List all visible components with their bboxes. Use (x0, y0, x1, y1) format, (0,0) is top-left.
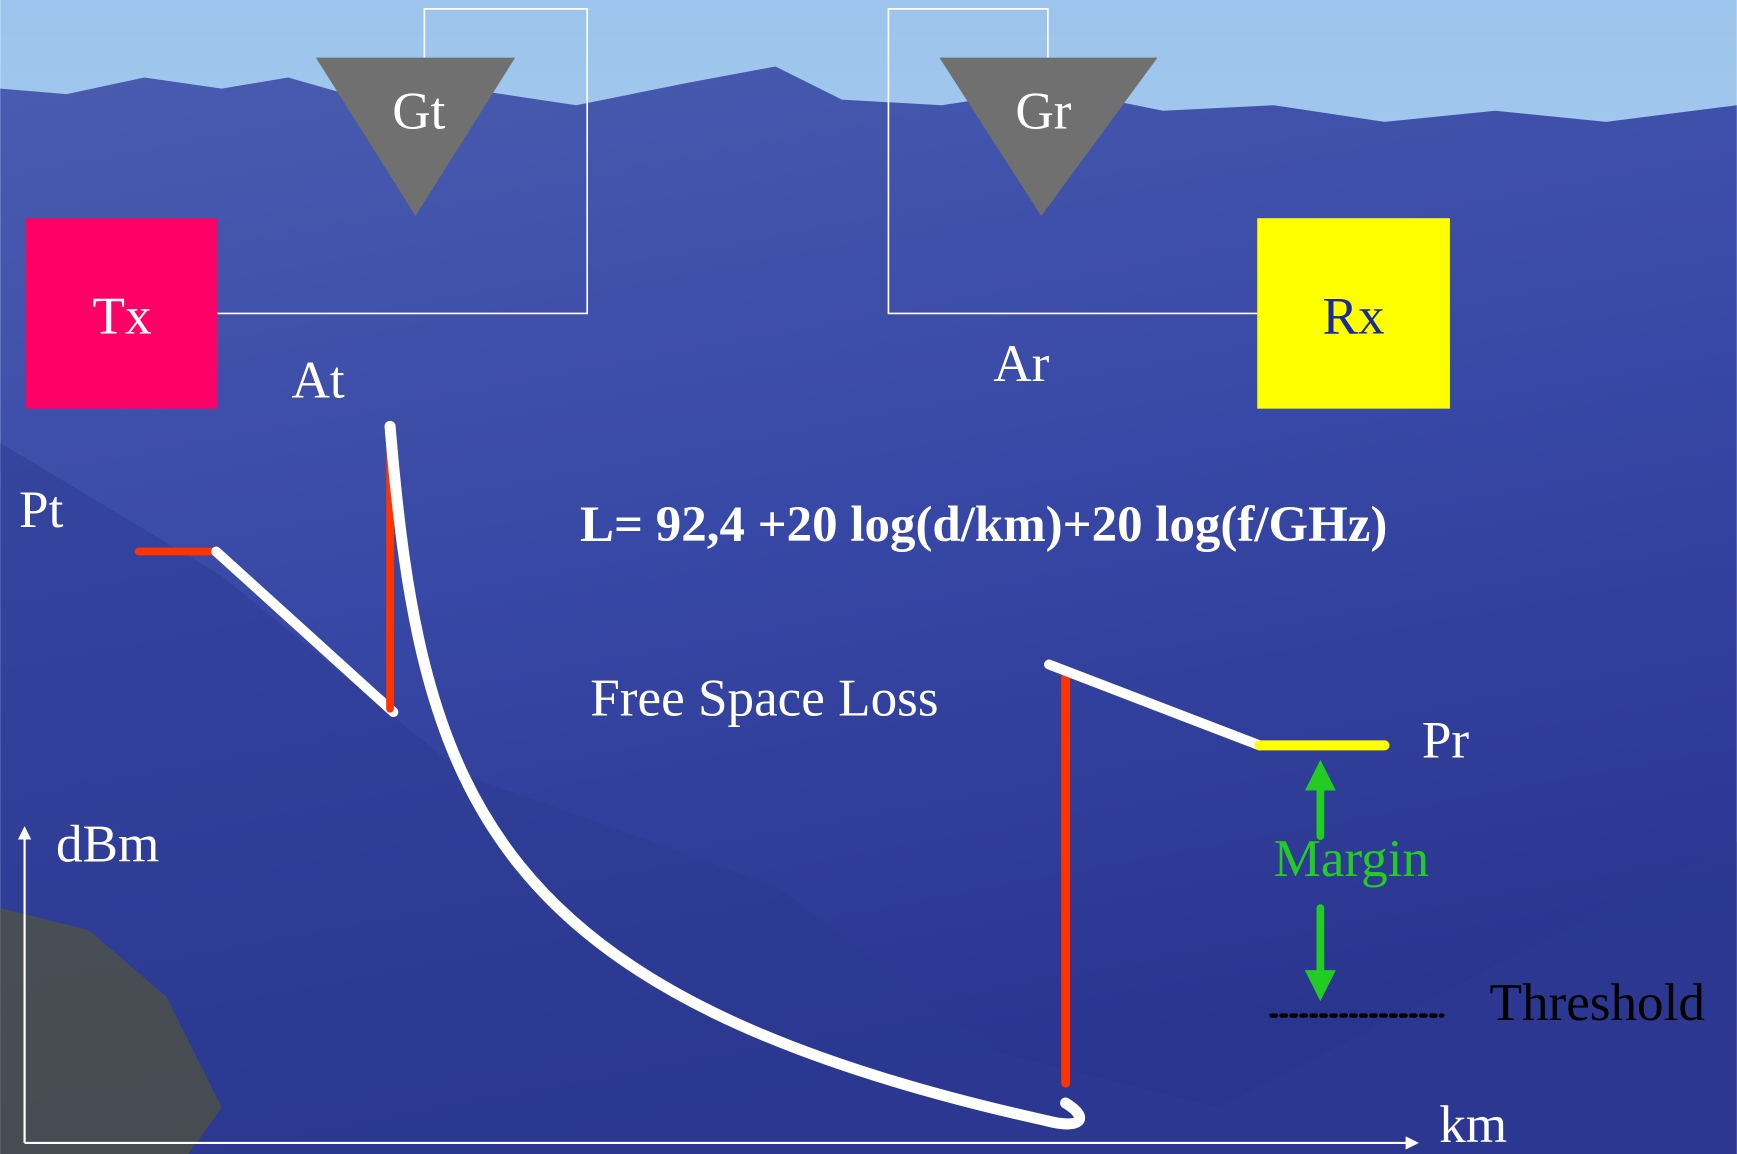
gr-label: Gr (1015, 82, 1071, 140)
pr-label: Pr (1422, 712, 1470, 770)
rx-label: Rx (1323, 287, 1385, 345)
ar-label: Ar (993, 335, 1049, 393)
loss-label: Free Space Loss (590, 669, 938, 727)
threshold-label: Threshold (1489, 974, 1704, 1032)
diagram: Tx Rx Gt Gr At Ar Pt Pr L= 92,4 +20 log(… (0, 0, 1737, 1154)
background (0, 0, 1737, 1154)
gt-label: Gt (392, 82, 445, 140)
tx-label: Tx (93, 287, 152, 345)
y-axis-label: dBm (56, 816, 159, 874)
margin-label: Margin (1274, 830, 1429, 888)
page: {"transmitter": {"label": "Tx", "gain": … (0, 0, 1737, 1154)
at-label: At (292, 352, 345, 410)
formula: L= 92,4 +20 log(d/km)+20 log(f/GHz) (580, 497, 1387, 553)
x-axis-label: km (1439, 1096, 1507, 1154)
pt-label: Pt (19, 481, 64, 539)
